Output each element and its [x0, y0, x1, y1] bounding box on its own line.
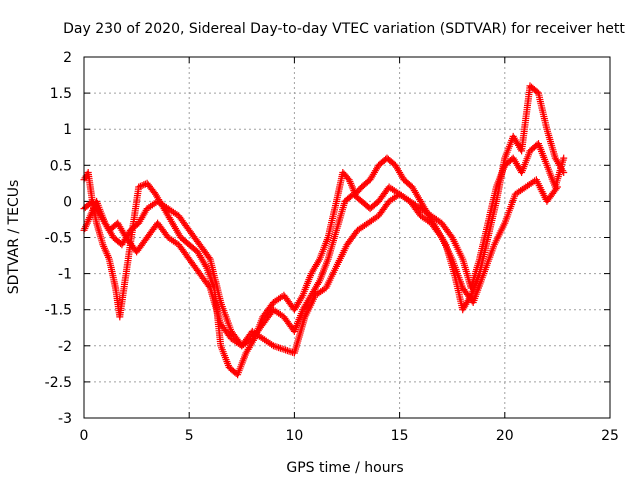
y-tick-label: -3 — [58, 411, 72, 427]
data-point — [437, 232, 444, 240]
y-tick-label: 1.5 — [50, 86, 72, 102]
y-tick-label: -1 — [58, 267, 72, 283]
data-points — [80, 82, 568, 379]
y-axis-label: SDTVAR / TECUs — [6, 180, 22, 295]
data-point — [136, 182, 144, 190]
data-point — [553, 183, 561, 191]
x-tick-label: 0 — [80, 428, 89, 444]
y-tick-label: 2 — [63, 50, 72, 66]
data-point — [138, 182, 146, 189]
data-point — [135, 183, 143, 191]
y-tick-label: 0 — [63, 194, 72, 210]
grid — [84, 57, 610, 418]
chart-title: Day 230 of 2020, Sidereal Day-to-day VTE… — [63, 21, 625, 37]
data-point — [205, 282, 213, 290]
y-tick-label: -0.5 — [45, 231, 72, 247]
axis-ticks: 0 5 10 15 20 25 -3 -2.5 -2 -1.5 -1 -0.5 0 0.5 1 1.5 2 — [45, 50, 619, 444]
x-tick-label: 15 — [391, 428, 409, 444]
y-tick-label: -1.5 — [45, 303, 72, 319]
y-tick-label: 1 — [63, 122, 72, 138]
x-tick-label: 20 — [496, 428, 514, 444]
data-point — [205, 254, 213, 262]
x-tick-label: 10 — [285, 428, 303, 444]
plot-frame — [83, 56, 611, 419]
data-point — [552, 185, 560, 193]
data-point — [560, 154, 568, 162]
y-tick-label: -2.5 — [45, 375, 72, 391]
y-tick-label: -2 — [58, 339, 72, 355]
x-tick-label: 25 — [601, 428, 619, 444]
data-point — [447, 232, 455, 240]
x-tick-label: 5 — [185, 428, 194, 444]
y-tick-label: 0.5 — [50, 158, 72, 174]
x-axis-label: GPS time / hours — [286, 460, 403, 476]
